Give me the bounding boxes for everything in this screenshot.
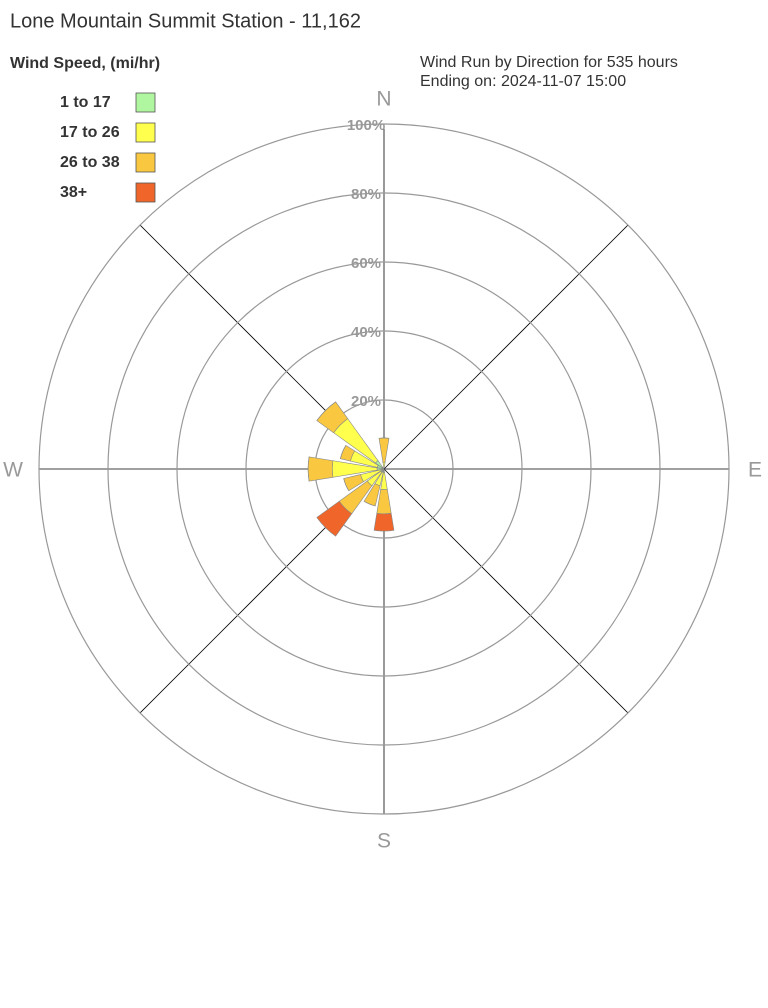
legend-title: Wind Speed, (mi/hr) [10, 55, 160, 72]
grid-ring [245, 330, 523, 608]
r-tick-label: 20% [351, 393, 381, 410]
chart-title: Lone Mountain Summit Station - 11,162 [10, 10, 361, 32]
rose-segment [373, 512, 395, 532]
direction-label: W [3, 459, 23, 482]
spoke [383, 224, 629, 470]
legend-label: 17 to 26 [60, 124, 120, 141]
legend-swatch [135, 182, 156, 203]
rose-segment [316, 500, 353, 537]
grid-ring [176, 261, 592, 677]
direction-label: S [377, 830, 391, 853]
r-tick-label: 80% [351, 186, 381, 203]
r-tick-label: 40% [351, 324, 381, 341]
legend-swatch [135, 122, 156, 143]
rose-segment [340, 445, 347, 459]
legend-swatch [135, 92, 156, 113]
r-tick-label: 100% [347, 117, 385, 134]
legend-swatch [135, 152, 156, 173]
rose-segment [363, 501, 376, 507]
direction-label: N [376, 88, 391, 111]
rose-segment [378, 437, 390, 463]
grid-ring [107, 192, 661, 746]
subtitle: Ending on: 2024-11-07 15:00 [420, 73, 626, 90]
grid-ring [38, 123, 730, 815]
rose-segment [307, 456, 334, 482]
spoke [383, 468, 629, 714]
direction-label: E [748, 459, 762, 482]
rose-segment [376, 489, 392, 515]
legend-label: 1 to 17 [60, 94, 111, 111]
legend-label: 38+ [60, 184, 87, 201]
subtitle: Wind Run by Direction for 535 hours [420, 54, 678, 71]
r-tick-label: 60% [351, 255, 381, 272]
legend-label: 26 to 38 [60, 154, 120, 171]
